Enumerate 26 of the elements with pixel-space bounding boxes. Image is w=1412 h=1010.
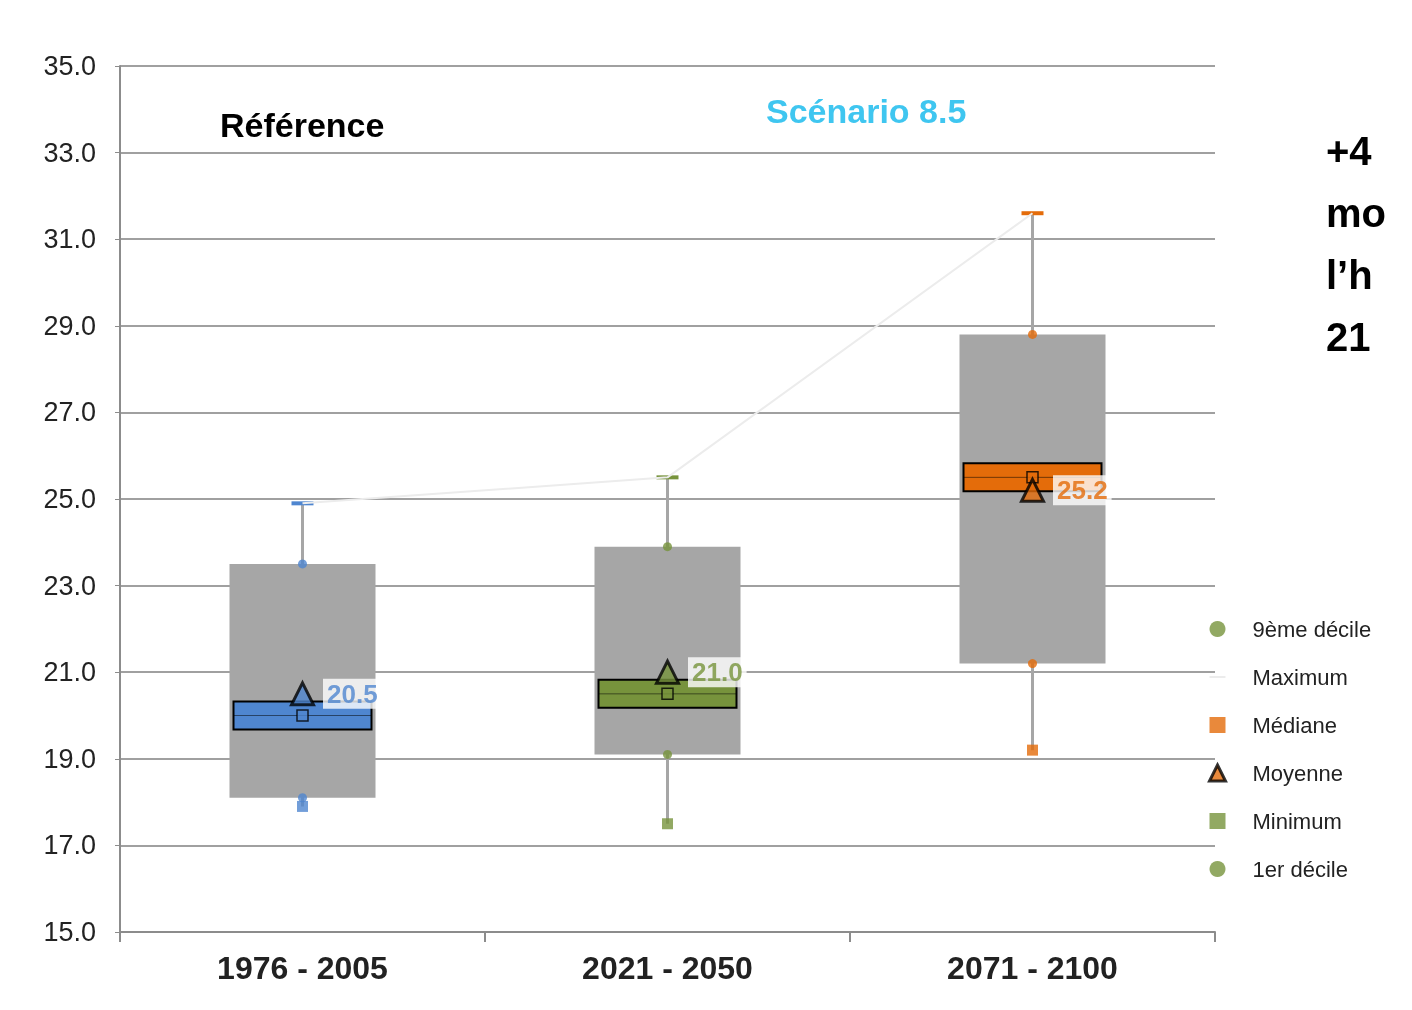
- x-tick-label: 2071 - 2100: [947, 950, 1118, 986]
- legend-label: Moyenne: [1252, 760, 1344, 786]
- legend-label: 1er décile: [1252, 856, 1348, 882]
- y-tick-label: 33.0: [43, 137, 96, 168]
- legend-label: Maximum: [1252, 664, 1348, 690]
- annotation: Référence: [220, 106, 385, 144]
- y-tick-label: 21.0: [43, 657, 96, 688]
- y-tick-label: 25.0: [43, 484, 96, 514]
- x-tick-label: 2021 - 2050: [582, 950, 753, 986]
- y-tick-label: 17.0: [43, 830, 96, 861]
- legend-label: 9ème décile: [1252, 616, 1372, 642]
- data-label: 20.5: [327, 678, 378, 709]
- y-tick-label: 15.0: [43, 917, 96, 947]
- x-tick-label: 1976 - 2005: [217, 950, 388, 986]
- legend-label: Minimum: [1252, 808, 1342, 834]
- text: +4 mo l’h 21: [1326, 129, 1386, 359]
- data-label: 25.2: [1057, 475, 1108, 506]
- y-tick-label: 23.0: [43, 570, 96, 601]
- y-tick-label: 35.0: [43, 51, 96, 81]
- y-tick-label: 29.0: [43, 310, 96, 341]
- data-label: 21.0: [692, 657, 743, 688]
- y-tick-label: 27.0: [43, 397, 96, 428]
- y-tick-label: 31.0: [43, 224, 96, 255]
- annotation: Scénario 8.5: [766, 92, 967, 130]
- legend-label: Médiane: [1252, 712, 1337, 738]
- y-tick-label: 19.0: [43, 743, 96, 774]
